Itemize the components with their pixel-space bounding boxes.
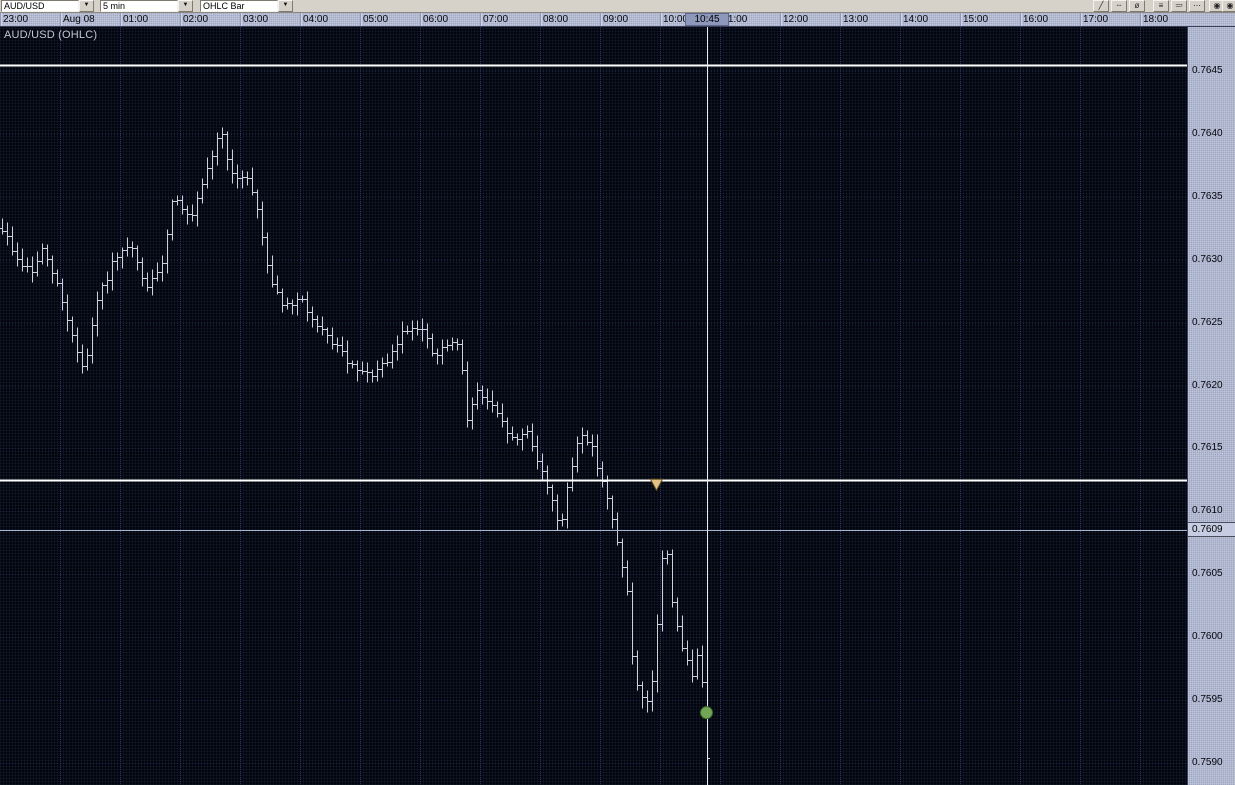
time-axis-label: 14:00 — [903, 14, 929, 25]
chart-watermark-title: AUD/USD (OHLC) — [4, 29, 98, 41]
time-axis-cell — [1080, 13, 1141, 26]
price-axis-label: 0.7635 — [1192, 191, 1223, 202]
time-axis-cell — [420, 13, 481, 26]
price-axis-label: 0.7640 — [1192, 128, 1223, 139]
chart-canvas[interactable]: AUD/USD (OHLC) — [0, 27, 1187, 785]
dashed-line-icon[interactable]: ┄ — [1111, 0, 1127, 12]
price-axis: 0.7645 0.7640 0.7635 0.7630 0.7625 0.7620 0.76… — [1187, 27, 1235, 785]
current-price-badge: 0.7609 — [1188, 522, 1235, 537]
crosshair-time-badge: 10:45 — [685, 13, 729, 26]
time-axis-cell — [960, 13, 1021, 26]
time-axis-label: 03:00 — [243, 14, 269, 25]
price-axis-label: 0.7625 — [1192, 317, 1223, 328]
time-axis-cell — [360, 13, 421, 26]
time-axis-cell — [1140, 13, 1201, 26]
time-axis-cell — [540, 13, 601, 26]
time-axis-cell — [480, 13, 541, 26]
chart-toolbar: AUD/USD ▼ 5 min ▼ OHLC Bar ▼ ╱ ┄ ø ≡ ≕ ⋯ ◉ ◉ — [0, 0, 1235, 13]
time-axis: 23:00 Aug 08 01:00 02:00 03:00 04:00 05:00 06:0… — [0, 13, 1235, 27]
time-axis-cell — [1020, 13, 1081, 26]
ohlc-chart-svg[interactable] — [0, 27, 1187, 785]
time-axis-label: 17:00 — [1083, 14, 1109, 25]
time-axis-label: 13:00 — [843, 14, 869, 25]
time-axis-cell — [600, 13, 661, 26]
time-axis-label: 04:00 — [303, 14, 329, 25]
price-axis-label: 0.7590 — [1192, 757, 1223, 768]
time-axis-label: 18:00 — [1143, 14, 1169, 25]
line-tool-icon[interactable]: ╱ — [1093, 0, 1109, 12]
chevron-down-icon[interactable]: ▼ — [178, 0, 193, 12]
dash-style-a-icon[interactable]: ≡ — [1153, 0, 1169, 12]
price-axis-label: 0.7620 — [1192, 380, 1223, 391]
price-axis-label: 0.7605 — [1192, 568, 1223, 579]
time-axis-label: 01:00 — [123, 14, 149, 25]
time-axis-cell — [300, 13, 361, 26]
period-dropdown[interactable]: 5 min ▼ — [100, 0, 193, 12]
no-line-icon[interactable]: ø — [1129, 0, 1145, 12]
time-axis-label: 12:00 — [783, 14, 809, 25]
dash-style-b-icon[interactable]: ≕ — [1171, 0, 1187, 12]
time-axis-cell — [840, 13, 901, 26]
symbol-dropdown[interactable]: AUD/USD ▼ — [1, 0, 94, 12]
time-axis-cell — [60, 13, 121, 26]
time-axis-label: 08:00 — [543, 14, 569, 25]
position-dot-icon — [700, 706, 713, 720]
time-axis-label: 07:00 — [483, 14, 509, 25]
time-axis-cell — [780, 13, 841, 26]
time-axis-label: 11:00 — [723, 14, 748, 25]
time-axis-label: 15:00 — [963, 14, 989, 25]
time-axis-cell — [660, 13, 721, 26]
chart-type-dropdown[interactable]: OHLC Bar ▼ — [200, 0, 293, 12]
price-axis-label: 0.7645 — [1192, 65, 1223, 76]
price-axis-label: 0.7595 — [1192, 694, 1223, 705]
time-axis-label: 05:00 — [363, 14, 389, 25]
symbol-dropdown-value[interactable]: AUD/USD — [1, 0, 79, 12]
chart-type-dropdown-value[interactable]: OHLC Bar — [200, 0, 278, 12]
ohlc-bars — [0, 127, 710, 763]
price-axis-label: 0.7630 — [1192, 254, 1223, 265]
time-axis-label: 16:00 — [1023, 14, 1049, 25]
time-axis-label: 06:00 — [423, 14, 449, 25]
time-axis-cell — [180, 13, 241, 26]
time-axis-cell — [120, 13, 181, 26]
time-axis-cell — [900, 13, 961, 26]
globe-b-icon[interactable]: ◉ — [1222, 0, 1235, 12]
time-axis-cell — [0, 13, 61, 26]
time-axis-label: 09:00 — [603, 14, 629, 25]
globe-a-icon[interactable]: ◉ — [1209, 0, 1225, 12]
time-axis-label: 02:00 — [183, 14, 209, 25]
period-dropdown-value[interactable]: 5 min — [100, 0, 178, 12]
chevron-down-icon[interactable]: ▼ — [278, 0, 293, 12]
time-axis-label: Aug 08 — [63, 14, 95, 25]
price-axis-label: 0.7610 — [1192, 505, 1223, 516]
time-axis-label: 23:00 — [3, 14, 29, 25]
price-axis-label: 0.7600 — [1192, 631, 1223, 642]
sell-marker-icon — [649, 478, 664, 492]
time-axis-cell — [240, 13, 301, 26]
dash-style-c-icon[interactable]: ⋯ — [1189, 0, 1205, 12]
time-axis-label: 10:00 — [663, 14, 689, 25]
price-axis-label: 0.7615 — [1192, 442, 1223, 453]
chevron-down-icon[interactable]: ▼ — [79, 0, 94, 12]
